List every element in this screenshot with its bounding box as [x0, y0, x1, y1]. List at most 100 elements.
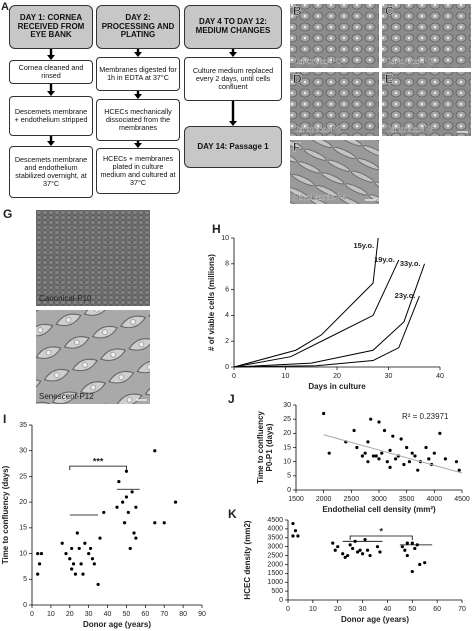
data-point — [293, 529, 298, 533]
data-point — [356, 550, 360, 554]
data-point — [77, 546, 81, 551]
x-tick-label: 70 — [160, 611, 168, 618]
panel-letter: D — [293, 72, 302, 86]
data-point — [352, 428, 356, 433]
data-point — [64, 551, 68, 556]
micrograph-label: Fibroblastic-P4 — [293, 193, 347, 202]
data-point — [88, 546, 93, 551]
data-point — [358, 548, 362, 552]
data-point — [162, 521, 166, 525]
y-tick-label: 4 — [225, 312, 229, 319]
data-point — [173, 500, 178, 504]
y-tick-label: 0 — [287, 487, 291, 494]
data-point — [37, 562, 42, 566]
data-point — [403, 548, 407, 552]
data-point — [423, 561, 427, 565]
flow-arrowhead — [134, 94, 142, 99]
data-point — [71, 562, 76, 566]
x-axis-label: Endothelial cell density (mm²) — [322, 505, 436, 514]
data-point — [128, 546, 132, 551]
data-point — [410, 451, 414, 455]
y-tick-label: 20 — [283, 430, 291, 437]
data-point — [322, 411, 326, 416]
x-tick-label: 3500 — [399, 496, 415, 503]
series-label: 19y.o. — [374, 255, 395, 264]
y-tick-label: 500 — [271, 588, 283, 595]
panel-letter: G — [3, 207, 12, 221]
data-point — [355, 445, 359, 450]
y-tick-label: 2 — [225, 338, 229, 345]
data-point — [348, 543, 352, 547]
y-tick-label: 1500 — [267, 570, 283, 577]
x-axis-label: Days in culture — [308, 382, 366, 391]
x-tick-label: 40 — [384, 606, 392, 613]
y-tick-label: 3500 — [267, 535, 283, 542]
x-tick-label: 0 — [30, 611, 34, 618]
step-box: Cornea cleaned and rinsed — [9, 60, 93, 84]
flow-arrowhead — [134, 52, 142, 57]
x-tick-label: 50 — [408, 606, 416, 613]
y-tick-label: 6 — [225, 286, 229, 293]
data-point — [374, 454, 378, 458]
data-point — [90, 557, 95, 561]
panel-letter: I — [3, 412, 6, 426]
data-point — [296, 534, 300, 538]
micrograph-label: Canonical-P1 — [385, 57, 434, 66]
data-point — [366, 440, 370, 444]
data-point — [432, 451, 436, 455]
data-point — [327, 451, 331, 455]
data-point — [102, 510, 106, 515]
data-point — [343, 555, 347, 559]
micrograph — [382, 4, 471, 68]
flow-arrowhead — [134, 143, 142, 148]
micrograph — [382, 72, 471, 136]
data-point — [134, 536, 138, 540]
data-point — [70, 567, 74, 571]
x-tick-label: 4500 — [454, 496, 470, 503]
data-point — [366, 460, 370, 464]
data-point — [427, 457, 431, 461]
y-tick-label: 5 — [287, 473, 291, 480]
step-header: DAY 1: CORNEA RECEIVED FROM EYE BANK — [9, 5, 93, 49]
growth-line — [233, 263, 426, 368]
x-tick-label: 10 — [282, 373, 290, 380]
y-tick-label: 10 — [221, 235, 229, 242]
data-point — [405, 541, 409, 545]
data-point — [424, 445, 428, 450]
data-point — [132, 531, 136, 535]
flow-arrowhead — [229, 121, 237, 126]
data-point — [363, 451, 367, 455]
step-header: DAY 2: PROCESSING AND PLATING — [96, 5, 180, 49]
x-tick-label: 3000 — [371, 496, 387, 503]
data-point — [410, 569, 414, 574]
data-point — [418, 562, 422, 567]
panel-letter: F — [293, 140, 300, 154]
data-point — [153, 449, 157, 453]
y-tick-label: 10 — [283, 459, 291, 466]
y-tick-label: 25 — [19, 473, 27, 480]
x-tick-label: 20 — [333, 373, 341, 380]
x-tick-label: 70 — [458, 606, 466, 613]
data-point — [375, 545, 380, 549]
y-axis-label: Time to confluency (days) — [1, 465, 10, 564]
x-tick-label: 1500 — [288, 496, 304, 503]
y-tick-label: 2500 — [267, 552, 283, 559]
micrograph — [36, 210, 150, 306]
x-tick-label: 60 — [433, 606, 441, 613]
data-point — [70, 546, 74, 551]
y-tick-label: 3000 — [267, 544, 283, 551]
x-tick-label: 50 — [123, 611, 131, 618]
data-point — [360, 552, 365, 556]
step-header: DAY 4 TO DAY 12: MEDIUM CHANGES — [184, 5, 282, 49]
data-point — [410, 541, 414, 545]
series-label: 23y.o. — [395, 291, 416, 300]
x-tick-label: 10 — [309, 606, 317, 613]
data-point — [402, 462, 406, 467]
y-tick-label: 10 — [19, 550, 27, 557]
data-point — [368, 553, 372, 558]
y-tick-label: 15 — [19, 525, 27, 532]
panel-letter: J — [228, 392, 235, 406]
y-tick-label: 4500 — [267, 517, 283, 524]
data-point — [377, 457, 381, 461]
